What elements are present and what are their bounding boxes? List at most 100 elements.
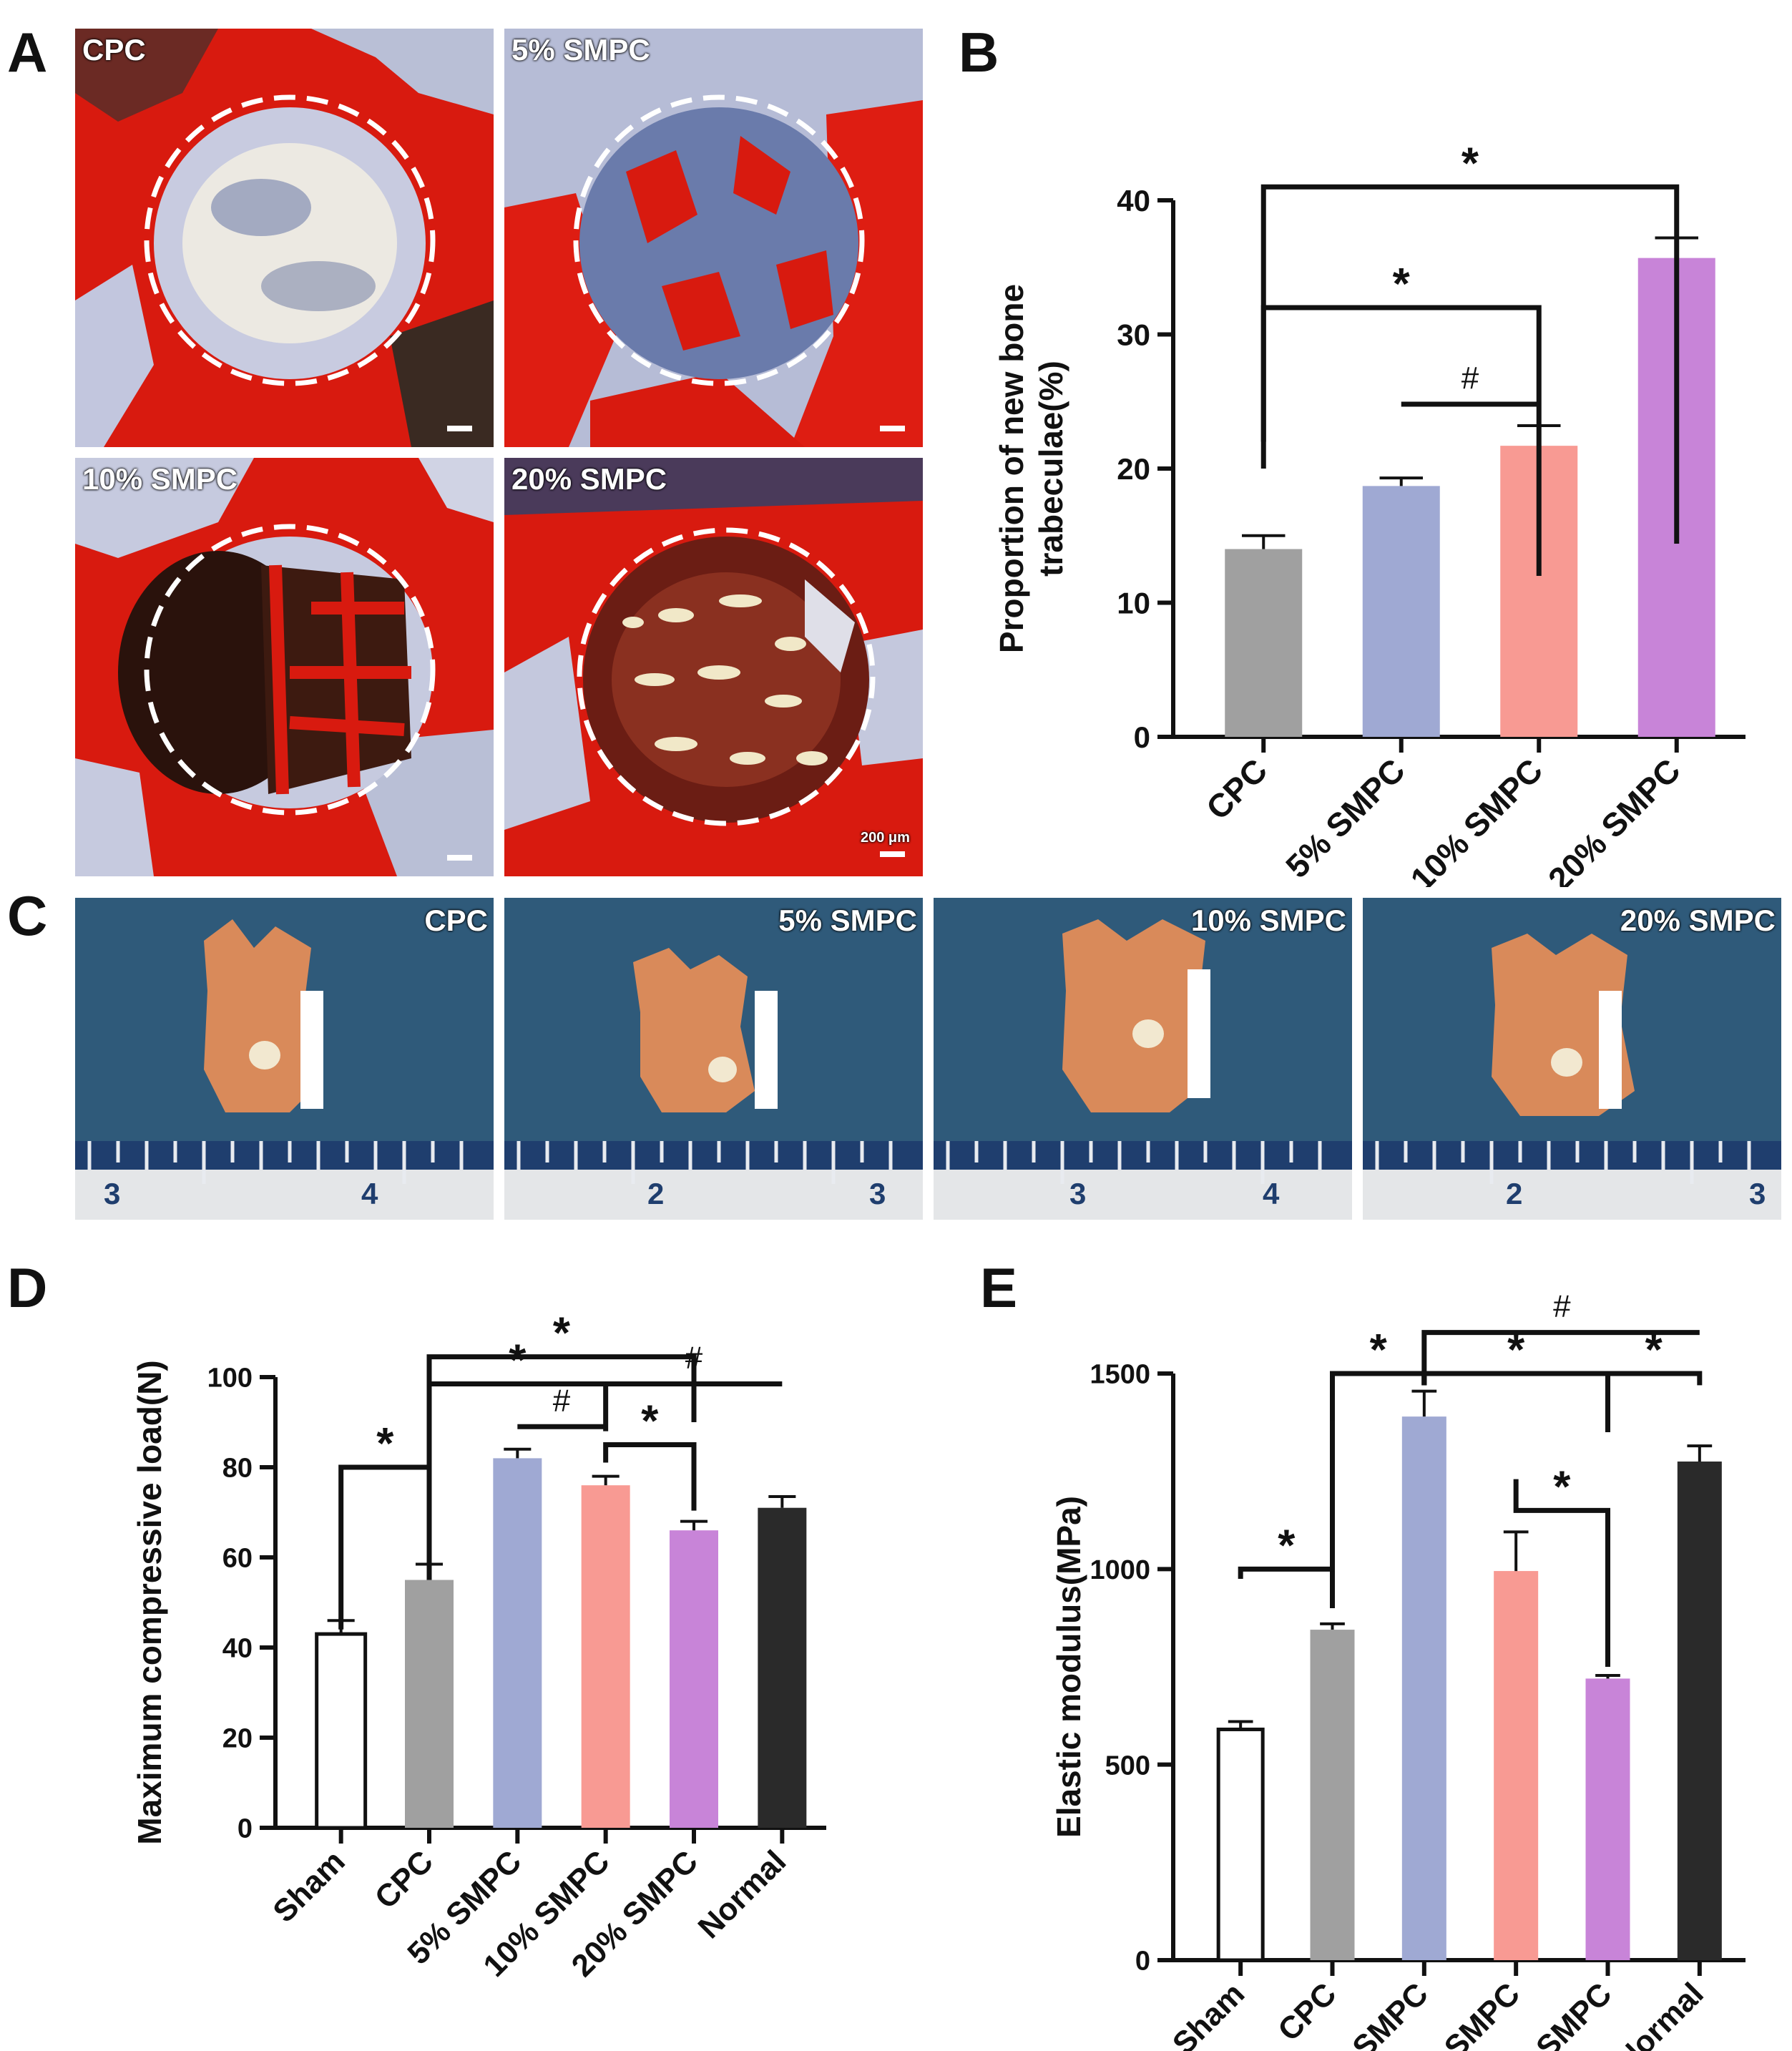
significance-asterisk: * xyxy=(1278,1521,1296,1570)
y-tick-label: 10 xyxy=(1117,587,1150,620)
histology-image-10smpc: 10% SMPC xyxy=(75,458,494,876)
histology-texture xyxy=(75,458,494,876)
y-tick-label: 500 xyxy=(1105,1751,1150,1781)
y-tick-label: 1500 xyxy=(1090,1360,1150,1390)
histology-texture xyxy=(75,29,494,447)
bar xyxy=(1585,1678,1630,1960)
specimen-photo-20smpc: 20% SMPC 2 3 xyxy=(1363,898,1781,1220)
y-axis-label: Proportion of new bone xyxy=(993,284,1030,653)
bar xyxy=(493,1458,542,1828)
x-tick-label: 20% SMPC xyxy=(1541,751,1688,887)
x-tick-label: Sham xyxy=(266,1844,351,1929)
bar xyxy=(1362,486,1440,737)
significance-bracket xyxy=(1260,305,1542,576)
y-tick-label: 80 xyxy=(222,1454,253,1484)
y-axis-label: Maximum compressive load(N) xyxy=(131,1360,168,1844)
specimen-title-20smpc: 20% SMPC xyxy=(1620,904,1776,937)
significance-asterisk: * xyxy=(641,1397,659,1447)
significance-asterisk: * xyxy=(509,1336,527,1385)
bar xyxy=(1225,549,1303,737)
x-tick-label: CPC xyxy=(1199,751,1274,826)
specimen-photo-art xyxy=(934,898,1352,1220)
histology-title-20smpc: 20% SMPC xyxy=(511,462,667,496)
significance-asterisk: * xyxy=(553,1309,571,1359)
significance-bracket xyxy=(338,1464,432,1630)
ruler-number: 3 xyxy=(1749,1177,1766,1210)
panel-label-b: B xyxy=(959,21,999,84)
histology-texture xyxy=(504,458,923,876)
x-tick-label: Sham xyxy=(1166,1976,1251,2051)
bar xyxy=(1310,1630,1355,1960)
specimen-photo-art xyxy=(1363,898,1781,1220)
panel-label-c: C xyxy=(7,884,48,947)
histology-title-5smpc: 5% SMPC xyxy=(511,33,650,67)
histology-texture xyxy=(504,29,923,447)
panel-label-a: A xyxy=(7,21,48,84)
specimen-title-5smpc: 5% SMPC xyxy=(778,904,917,937)
significance-hash: # xyxy=(685,1340,703,1375)
chart-max-compressive-load: 0 20 40 60 80 100 Maximum compressive load(N) S… xyxy=(131,1309,826,1984)
y-tick-label: 60 xyxy=(222,1544,253,1574)
specimen-photo-cpc: CPC 3 4 xyxy=(75,898,494,1220)
x-tick-label: Normal xyxy=(692,1844,793,1945)
y-tick-label: 40 xyxy=(1117,184,1150,217)
y-tick-label: 40 xyxy=(222,1634,253,1664)
x-tick-label: Normal xyxy=(1609,1976,1710,2051)
significance-bracket xyxy=(603,1442,697,1511)
significance-bracket xyxy=(1513,1479,1610,1667)
significance-asterisk: * xyxy=(1645,1326,1663,1375)
y-tick-label: 30 xyxy=(1117,318,1150,352)
significance-asterisk: * xyxy=(1393,260,1411,309)
bar xyxy=(758,1507,807,1828)
bar xyxy=(1401,1416,1446,1960)
ruler-number: 3 xyxy=(1069,1177,1087,1210)
ruler-number: 3 xyxy=(104,1177,121,1210)
specimen-photo-5smpc: 5% SMPC 2 3 xyxy=(504,898,923,1220)
bar xyxy=(581,1485,630,1828)
significance-asterisk: * xyxy=(376,1419,394,1469)
histology-image-5smpc: 5% SMPC xyxy=(504,29,923,447)
chart-proportion-new-bone: 0 10 20 30 40 Proportion of new bone trabecula… xyxy=(993,139,1746,887)
histology-title-cpc: CPC xyxy=(82,33,146,67)
ruler-number: 2 xyxy=(1506,1177,1523,1210)
significance-bracket xyxy=(1421,1330,1700,1386)
y-tick-label: 0 xyxy=(238,1814,253,1844)
bar xyxy=(1216,1727,1265,1962)
y-tick-label: 100 xyxy=(207,1364,253,1394)
y-tick-label: 20 xyxy=(222,1724,253,1754)
histology-title-10smpc: 10% SMPC xyxy=(82,462,238,496)
panel-label-d: D xyxy=(7,1256,48,1319)
specimen-title-10smpc: 10% SMPC xyxy=(1190,904,1346,937)
bar xyxy=(315,1632,368,1830)
ruler-number: 4 xyxy=(361,1177,378,1210)
significance-asterisk: * xyxy=(1507,1326,1525,1375)
significance-bracket xyxy=(1238,1420,1335,1579)
significance-hash: # xyxy=(1553,1289,1571,1324)
x-tick-label: CPC xyxy=(1271,1976,1343,2047)
ruler-number: 2 xyxy=(647,1177,665,1210)
significance-asterisk: * xyxy=(1370,1326,1388,1375)
y-tick-label: 20 xyxy=(1117,452,1150,486)
y-tick-label: 1000 xyxy=(1090,1555,1150,1585)
histology-image-20smpc: 20% SMPC 200 μm xyxy=(504,458,923,876)
significance-asterisk: * xyxy=(1461,139,1479,188)
significance-hash: # xyxy=(553,1383,571,1418)
y-tick-label: 0 xyxy=(1135,1947,1150,1977)
y-axis-label: trabeculae(%) xyxy=(1032,361,1069,577)
significance-asterisk: * xyxy=(1553,1462,1571,1512)
significance-bracket xyxy=(1421,1371,1610,1432)
specimen-title-cpc: CPC xyxy=(424,904,488,937)
histology-image-cpc: CPC xyxy=(75,29,494,447)
bar xyxy=(670,1530,718,1828)
ruler-number: 4 xyxy=(1263,1177,1280,1210)
significance-bracket xyxy=(1605,1371,1703,1432)
ruler-number: 3 xyxy=(869,1177,886,1210)
x-tick-label: CPC xyxy=(368,1844,440,1915)
bar xyxy=(1494,1571,1539,1960)
scale-bar-label: 200 μm xyxy=(861,830,910,846)
x-tick-label: 5% SMPC xyxy=(1278,751,1412,885)
bar xyxy=(405,1580,454,1828)
bar xyxy=(1677,1462,1722,1960)
significance-hash: # xyxy=(1461,361,1479,396)
